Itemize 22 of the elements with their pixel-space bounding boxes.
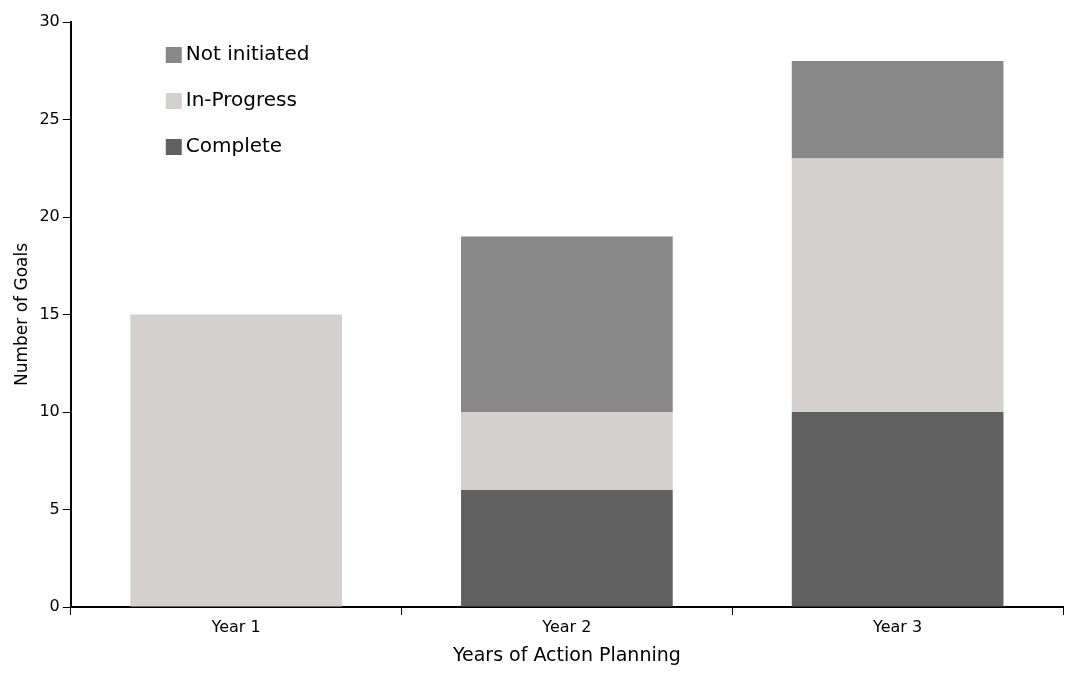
- bar: [791, 412, 1004, 607]
- x-tick-label: Year 1: [210, 616, 261, 636]
- legend-label: Not initiated: [185, 41, 310, 66]
- y-tick-label: 15: [39, 303, 60, 323]
- bar: [791, 158, 1004, 412]
- y-tick-label: 25: [39, 108, 60, 128]
- bar: [791, 61, 1004, 159]
- y-tick-label: 30: [39, 11, 60, 31]
- y-tick-label: 10: [39, 401, 60, 421]
- x-tick-label: Year 2: [541, 616, 592, 636]
- legend-label: Complete: [185, 133, 283, 158]
- legend-label: In-Progress: [185, 87, 297, 112]
- bar: [461, 412, 673, 490]
- bar: [130, 314, 342, 607]
- y-axis-title: Number of Goals: [10, 242, 31, 387]
- y-tick-label: 0: [49, 596, 60, 616]
- y-tick-label: 5: [49, 498, 60, 518]
- bar: [461, 236, 673, 412]
- y-tick-label: 20: [39, 206, 60, 226]
- x-axis-title: Years of Action Planning: [451, 642, 681, 665]
- bar: [461, 490, 673, 607]
- x-tick-label: Year 3: [872, 616, 923, 636]
